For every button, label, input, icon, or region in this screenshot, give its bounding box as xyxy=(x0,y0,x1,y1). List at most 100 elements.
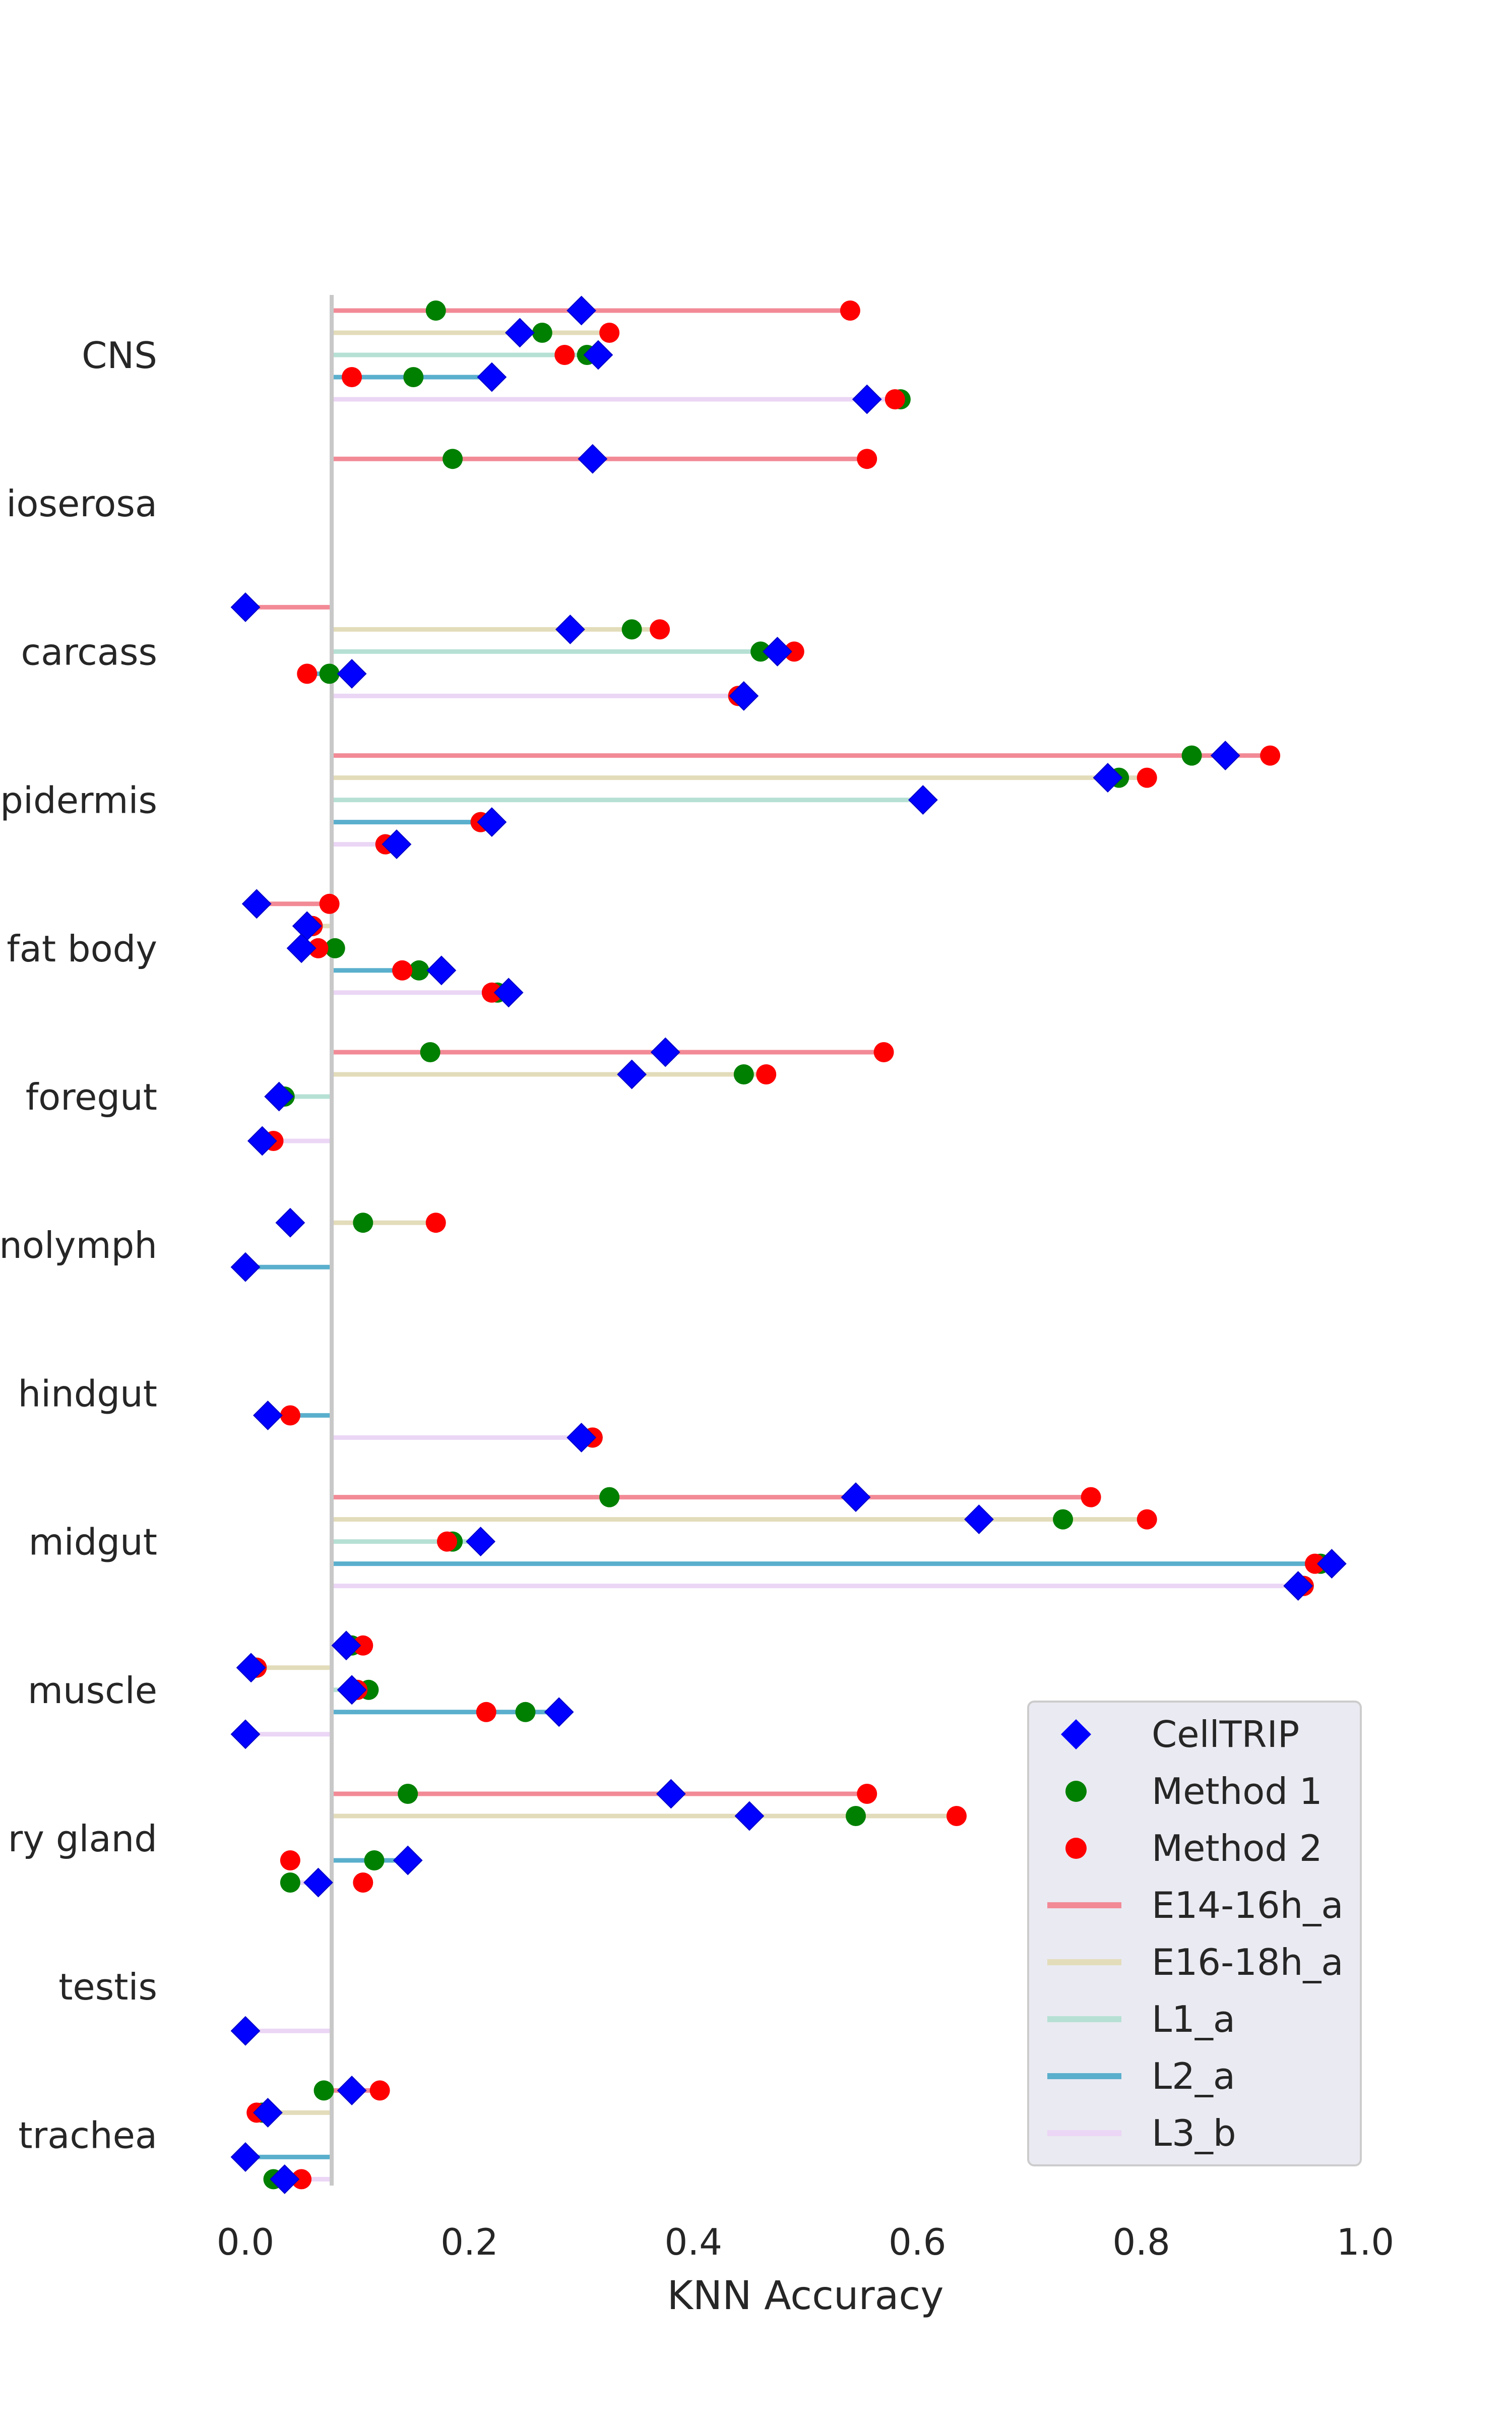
marker-celltrip-salivary-gland-e14-16h-a xyxy=(656,1779,686,1809)
marker-method-2-trachea-l3-b xyxy=(291,2169,312,2190)
marker-method-2-epidermis-e14-16h-a xyxy=(1260,745,1281,766)
marker-celltrip-muscle-e16-18h-a xyxy=(236,1653,266,1683)
marker-method-1-foregut-e16-18h-a xyxy=(733,1064,754,1084)
marker-method-2-salivary-gland-e16-18h-a xyxy=(946,1806,967,1826)
x-tick-label-0-0: 0.0 xyxy=(217,2221,275,2263)
marker-celltrip-hemolymph-e16-18h-a xyxy=(275,1207,305,1238)
marker-celltrip-foregut-l3-b xyxy=(247,1126,277,1156)
legend-method-1-swatch xyxy=(1065,1781,1087,1802)
marker-celltrip-hindgut-l2-a xyxy=(253,1400,283,1430)
marker-method-2-carcass-l1-a xyxy=(784,641,804,662)
marker-method-1-carcass-e16-18h-a xyxy=(621,619,642,640)
marker-celltrip-fat-body-e14-16h-a xyxy=(241,889,272,919)
category-label-epidermis: pidermis xyxy=(0,779,157,822)
legend-l2-a-label: L2_a xyxy=(1152,2055,1235,2097)
category-label-midgut: midgut xyxy=(29,1521,157,1563)
marker-celltrip-fat-body-e16-18h-a xyxy=(292,911,322,941)
marker-method-2-cns-e14-16h-a xyxy=(840,300,860,321)
marker-celltrip-salivary-gland-l2-a xyxy=(393,1845,423,1876)
marker-celltrip-epidermis-e16-18h-a xyxy=(1093,763,1123,793)
legend-frame xyxy=(1027,1701,1362,2166)
marker-method-1-salivary-gland-l2-a xyxy=(364,1850,385,1870)
marker-celltrip-epidermis-l1-a xyxy=(908,785,938,815)
marker-method-2-carcass-e16-18h-a xyxy=(650,619,670,640)
marker-method-1-cns-l2-a xyxy=(403,367,424,387)
marker-method-2-midgut-e16-18h-a xyxy=(1137,1509,1157,1530)
marker-method-1-fat-body-l2-a xyxy=(409,960,429,981)
legend-l1-a-label: L1_a xyxy=(1152,1998,1235,2040)
marker-method-2-fat-body-l2-a xyxy=(392,960,413,981)
marker-celltrip-epidermis-e14-16h-a xyxy=(1210,741,1240,771)
legend-celltrip-swatch xyxy=(1061,1719,1091,1749)
category-label-trachea: trachea xyxy=(18,2114,157,2156)
marker-celltrip-foregut-e14-16h-a xyxy=(650,1037,680,1067)
marker-celltrip-salivary-gland-l3-b xyxy=(303,1867,333,1898)
marker-method-1-midgut-e16-18h-a xyxy=(1053,1509,1074,1530)
marker-celltrip-midgut-l2-a xyxy=(1316,1549,1347,1579)
marker-method-2-cns-l2-a xyxy=(342,367,362,387)
marker-celltrip-foregut-l1-a xyxy=(264,1081,294,1112)
marker-method-1-hemolymph-e16-18h-a xyxy=(353,1213,373,1233)
marker-celltrip-fat-body-l3-b xyxy=(493,978,524,1008)
marker-celltrip-cns-l3-b xyxy=(852,384,882,414)
marker-celltrip-trachea-l2-a xyxy=(230,2142,261,2172)
marker-method-1-salivary-gland-l3-b xyxy=(280,1872,300,1893)
category-label-hemolymph: nolymph xyxy=(0,1224,157,1266)
marker-celltrip-epidermis-l2-a xyxy=(477,807,507,837)
legend-e16-18h-a-label: E16-18h_a xyxy=(1152,1941,1343,1983)
marker-method-1-cns-e14-16h-a xyxy=(425,300,446,321)
marker-method-1-salivary-gland-e14-16h-a xyxy=(398,1784,418,1804)
marker-method-2-midgut-l1-a xyxy=(436,1531,457,1552)
category-label-fat-body: fat body xyxy=(7,928,157,970)
marker-method-2-fat-body-l1-a xyxy=(308,938,329,958)
marker-celltrip-carcass-e16-18h-a xyxy=(555,614,585,644)
marker-method-1-carcass-l1-a xyxy=(750,641,771,662)
marker-celltrip-fat-body-l1-a xyxy=(286,933,317,963)
markers-layer xyxy=(230,295,1347,2194)
marker-method-1-amnioserosa-e14-16h-a xyxy=(443,449,463,469)
legend-method-1-label: Method 1 xyxy=(1152,1770,1322,1812)
marker-celltrip-carcass-l3-b xyxy=(729,681,759,711)
marker-celltrip-muscle-l3-b xyxy=(230,1719,261,1749)
marker-celltrip-carcass-l1-a xyxy=(763,636,792,667)
marker-method-1-foregut-e14-16h-a xyxy=(420,1042,440,1062)
legend-method-2-label: Method 2 xyxy=(1152,1827,1322,1869)
marker-celltrip-epidermis-l3-b xyxy=(382,829,412,860)
marker-method-2-midgut-l2-a xyxy=(1305,1553,1326,1574)
marker-celltrip-carcass-l2-a xyxy=(337,658,367,689)
marker-method-1-midgut-e14-16h-a xyxy=(599,1487,620,1507)
marker-celltrip-muscle-e14-16h-a xyxy=(331,1630,361,1661)
marker-celltrip-cns-e14-16h-a xyxy=(566,295,597,326)
marker-celltrip-salivary-gland-e16-18h-a xyxy=(734,1801,765,1831)
marker-method-2-amnioserosa-e14-16h-a xyxy=(857,449,877,469)
marker-celltrip-foregut-e16-18h-a xyxy=(617,1059,647,1090)
marker-celltrip-midgut-e14-16h-a xyxy=(841,1482,871,1512)
marker-method-2-salivary-gland-e14-16h-a xyxy=(857,1784,877,1804)
marker-celltrip-hindgut-l3-b xyxy=(566,1422,597,1453)
x-tick-label-1-0: 1.0 xyxy=(1337,2221,1395,2263)
marker-method-2-fat-body-e14-16h-a xyxy=(319,893,340,914)
x-axis-ticks: 0.0 0.2 0.4 0.6 0.8 1.0 xyxy=(217,2221,1395,2263)
category-label-foregut: foregut xyxy=(26,1076,157,1118)
x-axis-title: KNN Accuracy xyxy=(667,2273,944,2319)
marker-celltrip-midgut-l3-b xyxy=(1283,1571,1313,1601)
category-label-muscle: muscle xyxy=(28,1669,157,1712)
marker-method-2-cns-l3-b xyxy=(885,389,905,409)
marker-method-2-foregut-e14-16h-a xyxy=(873,1042,894,1062)
marker-celltrip-testis-l3-b xyxy=(230,2016,261,2046)
marker-method-2-epidermis-e16-18h-a xyxy=(1137,767,1157,788)
category-label-hindgut: hindgut xyxy=(18,1372,157,1415)
marker-celltrip-trachea-e14-16h-a xyxy=(337,2075,367,2105)
marker-method-1-carcass-l2-a xyxy=(319,663,340,684)
marker-method-1-fat-body-l1-a xyxy=(325,938,345,958)
marker-method-1-trachea-e14-16h-a xyxy=(313,2080,334,2101)
marker-method-2-salivary-gland-l3-b xyxy=(353,1872,373,1893)
category-label-testis: testis xyxy=(58,1966,157,2008)
marker-method-2-hindgut-l2-a xyxy=(280,1405,300,1426)
marker-celltrip-carcass-e14-16h-a xyxy=(230,592,261,622)
legend-method-2-swatch xyxy=(1065,1838,1087,1859)
marker-celltrip-trachea-e16-18h-a xyxy=(253,2097,283,2128)
marker-celltrip-cns-l1-a xyxy=(583,340,613,370)
legend-celltrip-label: CellTRIP xyxy=(1152,1713,1299,1756)
